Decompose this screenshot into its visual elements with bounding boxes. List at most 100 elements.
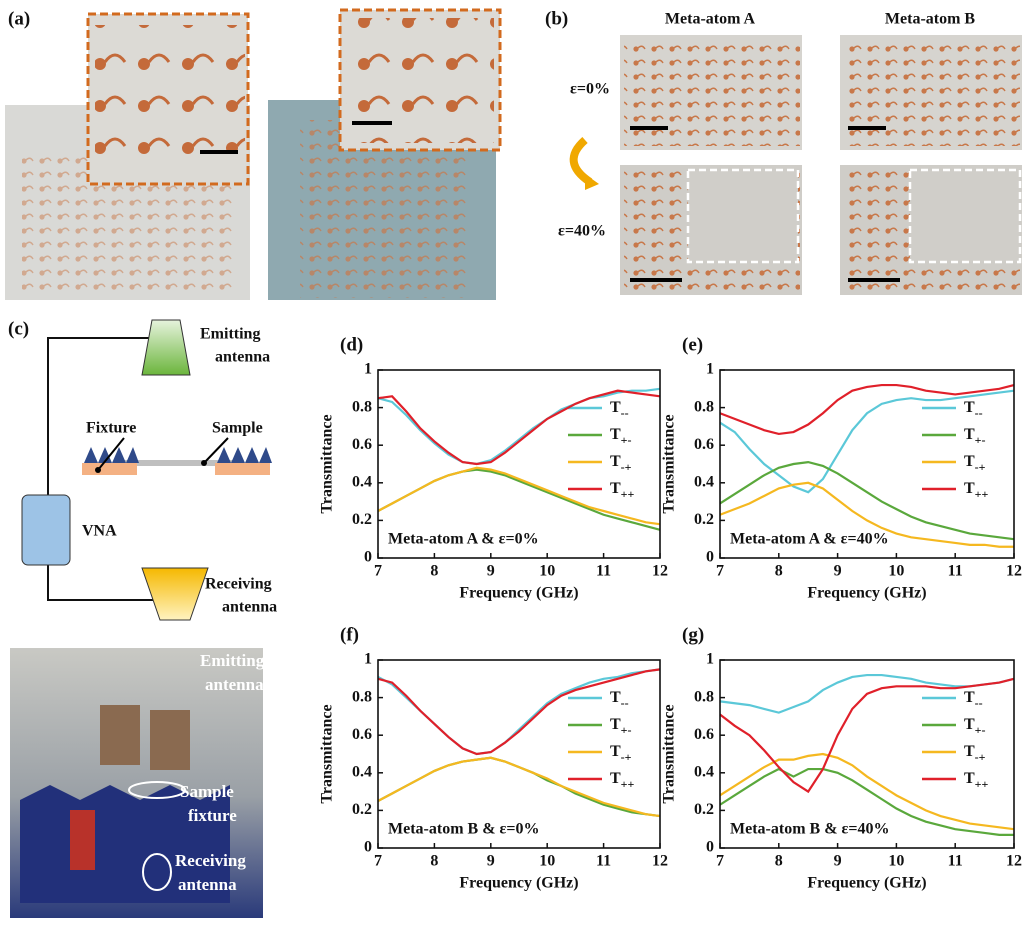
x-tick-label: 8 — [430, 853, 438, 870]
y-tick-label: 0.2 — [694, 801, 714, 818]
photo-a — [5, 10, 500, 300]
column-header: Meta-atom A — [665, 11, 756, 28]
legend-label: T++ — [964, 770, 989, 791]
x-tick-label: 12 — [652, 853, 668, 870]
annotation: Meta-atom A & ε=0% — [388, 531, 539, 548]
x-tick-label: 12 — [1006, 853, 1022, 870]
y-axis-label: Transmittance — [661, 414, 678, 513]
y-tick-label: 0.8 — [694, 688, 714, 705]
legend-label: T-+ — [964, 743, 986, 764]
y-tick-label: 1 — [364, 361, 372, 378]
row-header: ε=0% — [570, 81, 610, 98]
schematic-label: Receiving — [205, 576, 272, 593]
y-tick-label: 0.6 — [352, 726, 372, 743]
photo-label: Receiving — [175, 851, 246, 870]
photo-label: Sample — [180, 782, 234, 801]
legend-label: T++ — [964, 480, 989, 501]
x-tick-label: 10 — [539, 853, 555, 870]
y-tick-label: 0.6 — [694, 436, 714, 453]
schematic — [10, 320, 272, 918]
x-tick-label: 9 — [487, 853, 495, 870]
photo-label: Emitting — [200, 651, 265, 670]
legend-label: T+- — [964, 426, 986, 447]
panel-label: (d) — [340, 334, 363, 355]
x-tick-label: 11 — [948, 853, 963, 870]
x-axis-label: Frequency (GHz) — [459, 585, 578, 602]
data-line — [378, 758, 660, 816]
legend-label: T+- — [964, 716, 986, 737]
x-tick-label: 7 — [716, 853, 724, 870]
x-tick-label: 7 — [374, 563, 382, 580]
x-axis-label: Frequency (GHz) — [807, 585, 926, 602]
y-tick-label: 0 — [364, 549, 372, 566]
x-tick-label: 10 — [888, 563, 904, 580]
legend-label: T-- — [964, 689, 983, 710]
legend-label: T+- — [610, 716, 632, 737]
legend-label: T-+ — [964, 453, 986, 474]
y-tick-label: 1 — [364, 651, 372, 668]
panel-label: (e) — [682, 334, 703, 355]
y-tick-label: 0 — [706, 549, 714, 566]
photo-label: antenna — [205, 675, 264, 694]
y-tick-label: 0.2 — [352, 511, 372, 528]
y-tick-label: 0.4 — [352, 763, 372, 780]
schematic-label: antenna — [215, 349, 270, 366]
y-tick-label: 1 — [706, 651, 714, 668]
y-tick-label: 0.4 — [694, 473, 714, 490]
y-tick-label: 0.6 — [352, 436, 372, 453]
annotation: Meta-atom B & ε=0% — [388, 821, 539, 838]
panel-label: (g) — [682, 624, 704, 645]
x-tick-label: 9 — [834, 563, 842, 580]
legend-label: T-+ — [610, 453, 632, 474]
annotation: Meta-atom A & ε=40% — [730, 531, 889, 548]
legend-label: T++ — [610, 770, 635, 791]
y-tick-label: 0.8 — [352, 398, 372, 415]
y-tick-label: 0.2 — [352, 801, 372, 818]
row-header: ε=40% — [558, 223, 606, 240]
y-tick-label: 0.8 — [694, 398, 714, 415]
photo-label: antenna — [178, 875, 237, 894]
data-line — [720, 754, 1014, 829]
x-tick-label: 7 — [716, 563, 724, 580]
column-header: Meta-atom B — [885, 11, 976, 28]
x-tick-label: 8 — [775, 563, 783, 580]
schematic-label: Fixture — [86, 420, 136, 437]
data-line — [720, 462, 1014, 539]
schematic-label: antenna — [222, 599, 277, 616]
legend-label: T-+ — [610, 743, 632, 764]
y-axis-label: Transmittance — [661, 704, 678, 803]
legend-label: T-- — [610, 399, 629, 420]
x-tick-label: 9 — [487, 563, 495, 580]
schematic-label: VNA — [82, 523, 117, 540]
x-tick-label: 12 — [1006, 563, 1022, 580]
photo-label: fixture — [188, 806, 237, 825]
photo-b — [574, 35, 1022, 295]
x-tick-label: 12 — [652, 563, 668, 580]
y-tick-label: 0 — [364, 839, 372, 856]
x-tick-label: 8 — [775, 853, 783, 870]
y-tick-label: 0.6 — [694, 726, 714, 743]
panel-label: (c) — [8, 318, 29, 339]
legend-label: T+- — [610, 426, 632, 447]
x-axis-label: Frequency (GHz) — [459, 875, 578, 892]
panel-label: (f) — [340, 624, 359, 645]
y-tick-label: 0.8 — [352, 688, 372, 705]
y-tick-label: 0 — [706, 839, 714, 856]
x-tick-label: 8 — [430, 563, 438, 580]
y-tick-label: 1 — [706, 361, 714, 378]
x-tick-label: 11 — [948, 563, 963, 580]
panel-label: (a) — [8, 8, 30, 29]
annotation: Meta-atom B & ε=40% — [730, 821, 889, 838]
y-axis-label: Transmittance — [319, 414, 336, 513]
y-axis-label: Transmittance — [319, 704, 336, 803]
panel-label: (b) — [545, 8, 568, 29]
x-tick-label: 9 — [834, 853, 842, 870]
x-tick-label: 11 — [596, 853, 611, 870]
x-tick-label: 7 — [374, 853, 382, 870]
schematic-label: Emitting — [200, 326, 260, 343]
data-line — [378, 669, 660, 754]
x-tick-label: 11 — [596, 563, 611, 580]
y-tick-label: 0.4 — [694, 763, 714, 780]
legend-label: T-- — [610, 689, 629, 710]
figure: (a) (b) (c) Meta-atom A Meta-atom B ε=0%… — [0, 0, 1028, 934]
